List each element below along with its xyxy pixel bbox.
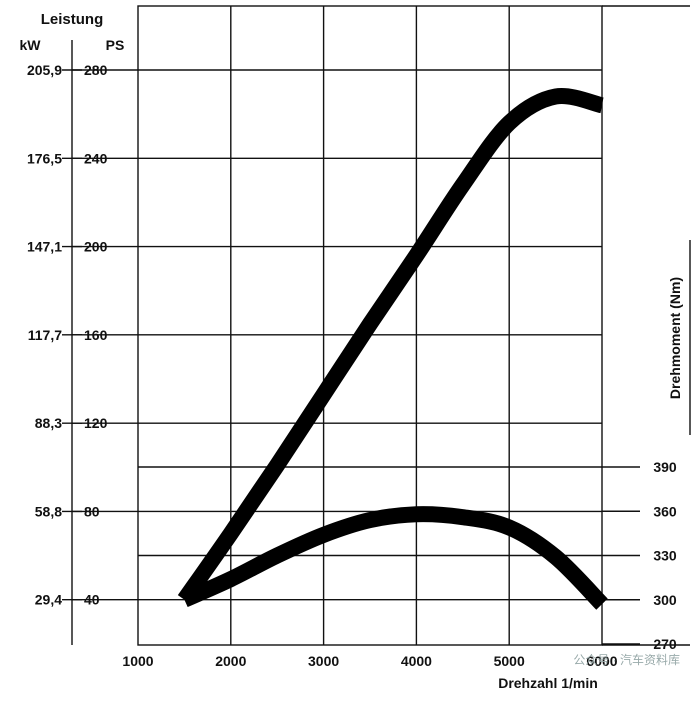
tick-label-kw: 117,7 bbox=[28, 327, 62, 343]
tick-label-x: 6000 bbox=[586, 653, 617, 669]
tick-label-kw: 58,8 bbox=[35, 503, 62, 519]
tick-label-kw: 147,1 bbox=[27, 239, 62, 255]
left-unit-ps: PS bbox=[106, 37, 125, 53]
torque-curve bbox=[181, 506, 608, 610]
x-axis-ticks: 1000 2000 3000 4000 5000 6000 bbox=[122, 653, 617, 669]
tick-label-ps: 200 bbox=[84, 239, 108, 255]
tick-label-kw: 88,3 bbox=[35, 415, 62, 431]
tick-label-kw: 205,9 bbox=[27, 62, 62, 78]
plot-frame bbox=[137, 5, 603, 646]
left-axis-header: Leistung bbox=[41, 11, 104, 28]
tick-label-ps: 120 bbox=[84, 415, 108, 431]
tick-label-nm: 390 bbox=[653, 459, 677, 475]
tick-label-ps: 240 bbox=[84, 150, 108, 166]
tick-label-x: 4000 bbox=[401, 653, 432, 669]
curves bbox=[177, 87, 608, 610]
left-unit-kw: kW bbox=[20, 37, 42, 53]
watermark: 公众号 · 汽车资料库 bbox=[573, 652, 680, 667]
right-axis-label: Drehmoment (Nm) bbox=[667, 277, 683, 399]
x-axis-label: Drehzahl 1/min bbox=[498, 675, 598, 691]
tick-label-ps: 40 bbox=[84, 592, 100, 608]
tick-label-ps: 280 bbox=[84, 62, 108, 78]
tick-label-x: 3000 bbox=[308, 653, 339, 669]
tick-label-kw: 29,4 bbox=[35, 592, 62, 608]
right-axis-ticks: 390 360 330 300 270 bbox=[602, 459, 677, 652]
tick-label-x: 5000 bbox=[494, 653, 525, 669]
tick-label-nm: 300 bbox=[653, 592, 677, 608]
tick-label-x: 2000 bbox=[215, 653, 246, 669]
left-axis-ticks: 205,9 176,5 147,1 117,7 88,3 58,8 29,4 280 240 20… bbox=[27, 62, 108, 608]
tick-label-nm: 330 bbox=[653, 548, 677, 564]
power-curve bbox=[177, 87, 604, 605]
tick-label-nm: 360 bbox=[653, 503, 677, 519]
tick-label-nm: 270 bbox=[653, 636, 677, 652]
tick-label-kw: 176,5 bbox=[27, 150, 62, 166]
tick-label-ps: 80 bbox=[84, 503, 100, 519]
tick-label-x: 1000 bbox=[122, 653, 153, 669]
tick-label-ps: 160 bbox=[84, 327, 108, 343]
